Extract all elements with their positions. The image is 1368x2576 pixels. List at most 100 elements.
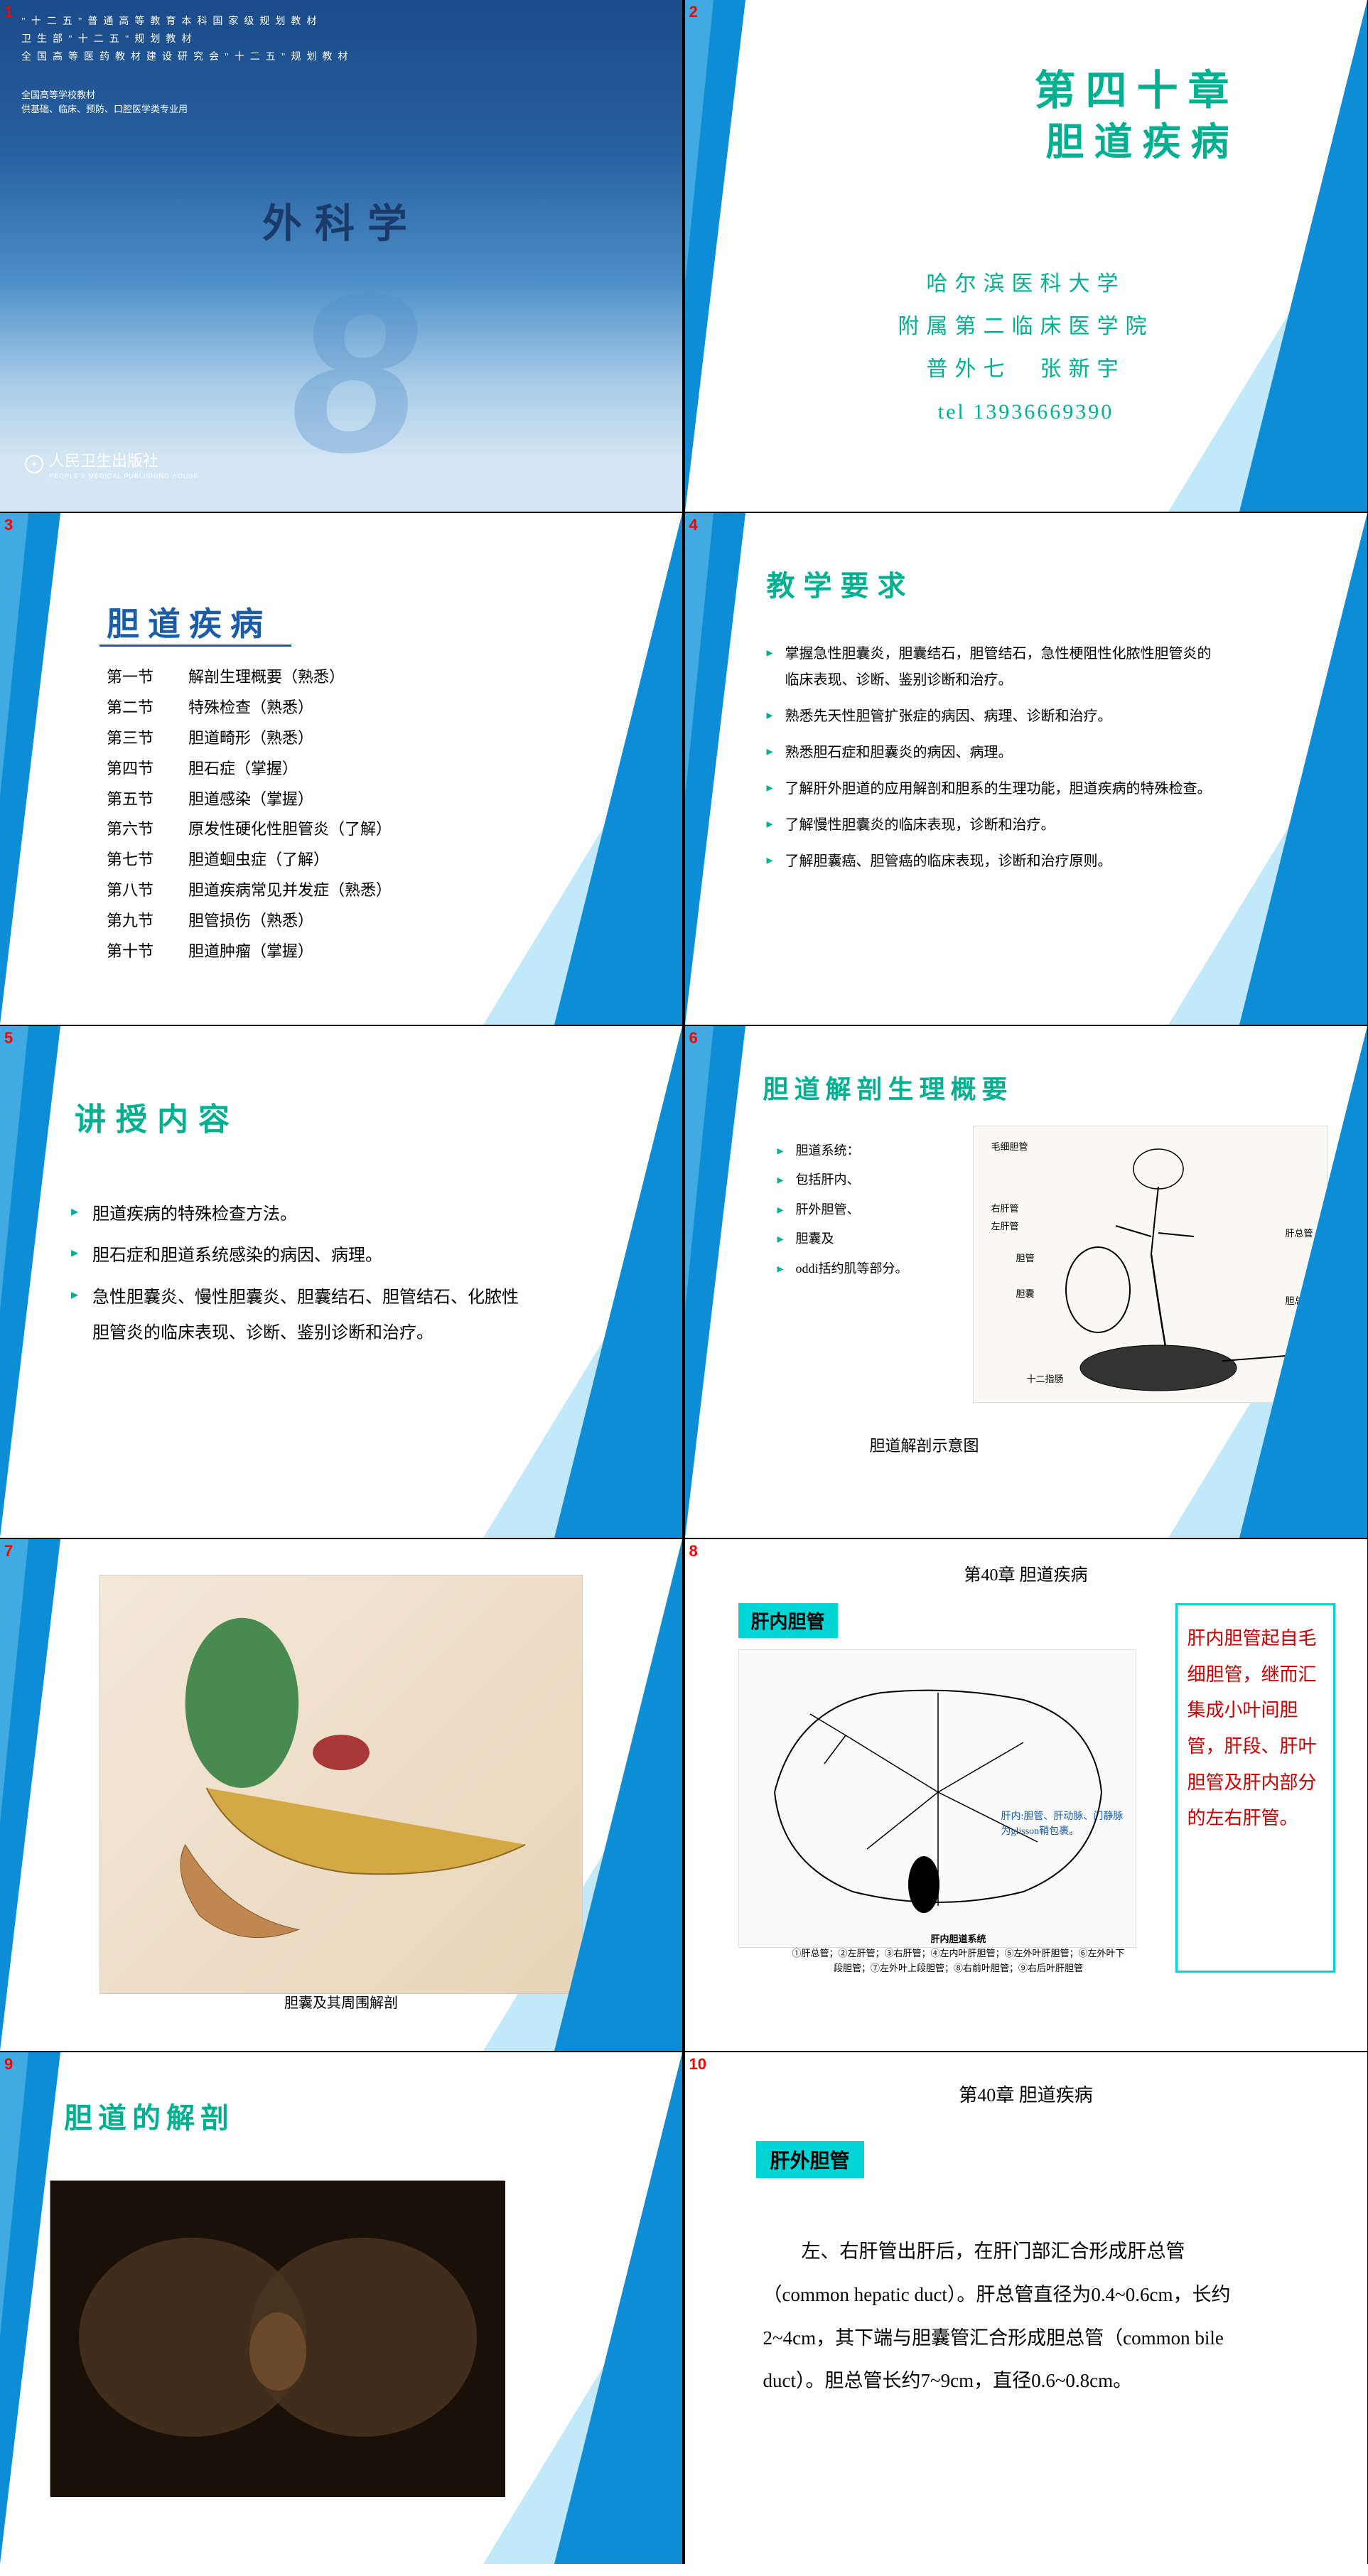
slide-number: 4	[689, 516, 698, 534]
anatomy-item: 胆道系统：	[777, 1136, 908, 1165]
section-num: 第九节	[107, 906, 188, 937]
content-item: 胆道疾病的特殊检查方法。	[71, 1197, 526, 1232]
section-num: 第六节	[107, 814, 188, 845]
publisher-text: 人民卫生出版社 PEOPLE'S MEDICAL PUBLISHING HOUS…	[49, 448, 198, 480]
section-num: 第一节	[107, 662, 188, 693]
credit-line: "十二五"普通高等教育本科国家级规划教材	[21, 13, 661, 31]
slide-4: 4 教学要求 掌握急性胆囊炎，胆囊结石，胆管结石，急性梗阻性化脓性胆管炎的临床表…	[685, 513, 1367, 1025]
section-num: 第五节	[107, 785, 188, 815]
label: 左肝管	[991, 1219, 1019, 1232]
slide-8: 8 第40章 胆道疾病 肝内胆管 肝内:胆管、肝动脉、门静脉为glisson鞘包…	[685, 1539, 1367, 2051]
requirement-item: 了解胆囊癌、胆管癌的临床表现，诊断和治疗原则。	[767, 848, 1225, 875]
label: 右肝管	[991, 1201, 1019, 1214]
publisher-logo: ✦ 人民卫生出版社 PEOPLE'S MEDICAL PUBLISHING HO…	[25, 448, 198, 480]
toc-list: 第一节解剖生理概要（熟悉）第二节特殊检查（熟悉）第三节胆道畸形（熟悉）第四节胆石…	[107, 662, 392, 967]
body-text: 左、右肝管出肝后，在肝门部汇合形成肝总管（common hepatic duct…	[763, 2230, 1246, 2403]
requirement-item: 熟悉胆石症和胆囊炎的病因、病理。	[767, 740, 1225, 766]
anatomy-item: oddi括约肌等部分。	[777, 1254, 908, 1283]
anatomy-item: 肝外胆管、	[777, 1195, 908, 1224]
chapter-header: 第40章 胆道疾病	[685, 2081, 1367, 2107]
content-title: 讲授内容	[75, 1094, 239, 1139]
credit-line: 全国高等医药教材建设研究会"十二五"规划教材	[21, 48, 661, 66]
chapter-title: 胆道疾病	[1046, 110, 1239, 166]
content-list: 胆道疾病的特殊检查方法。胆石症和胆道系统感染的病因、病理。急性胆囊炎、慢性胆囊炎…	[71, 1197, 526, 1357]
requirements-list: 掌握急性胆囊炎，胆囊结石，胆管结石，急性梗阻性化脓性胆管炎的临床表现、诊断、鉴别…	[767, 641, 1225, 885]
slide-number: 6	[689, 1029, 698, 1047]
slide-number: 8	[689, 1542, 698, 1561]
toc-item: 第六节原发性硬化性胆管炎（了解）	[107, 814, 392, 845]
gallbladder-svg	[100, 1575, 582, 1994]
section-title: 特殊检查（熟悉）	[188, 699, 313, 716]
chapter-number: 第四十章	[1034, 57, 1239, 117]
anatomy-item: 包括肝内、	[777, 1165, 908, 1195]
anatomy-item: 胆囊及	[777, 1224, 908, 1254]
toc-item: 第五节胆道感染（掌握）	[107, 785, 392, 815]
section-title: 胆道肿瘤（掌握）	[188, 942, 313, 960]
publisher-en: PEOPLE'S MEDICAL PUBLISHING HOUSE	[49, 473, 198, 480]
title-underline	[99, 645, 291, 647]
slide-number: 2	[689, 3, 698, 21]
section-num: 第十节	[107, 937, 188, 967]
illustration-caption: 胆囊及其周围解剖	[0, 1991, 682, 2012]
label: 十二指肠	[1027, 1371, 1064, 1385]
toc-item: 第八节胆道疾病常见并发症（熟悉）	[107, 875, 392, 906]
publisher-cn: 人民卫生出版社	[49, 452, 158, 470]
section-tag: 肝外胆管	[756, 2141, 864, 2178]
slide-number: 3	[4, 516, 13, 534]
sub-line: 全国高等学校教材	[21, 88, 661, 103]
legend-title: 肝内胆道系统	[792, 1932, 1126, 1947]
liver-svg	[739, 1650, 1137, 1949]
biliary-svg	[974, 1126, 1329, 1403]
toc-item: 第二节特殊检查（熟悉）	[107, 693, 392, 723]
credit-line: 卫生部"十二五"规划教材	[21, 31, 661, 48]
slide-6: 6 胆道解剖生理概要 胆道系统：包括肝内、肝外胆管、胆囊及oddi括约肌等部分。…	[685, 1026, 1367, 1538]
hospital: 附属第二临床医学院	[685, 306, 1367, 348]
logo-icon: ✦	[25, 455, 43, 473]
diagram-legend: 肝内胆道系统 ①肝总管；②左肝管；③右肝管；④左内叶肝胆管；⑤左外叶肝胆管；⑥左…	[792, 1932, 1126, 1976]
chapter-header: 第40章 胆道疾病	[685, 1561, 1367, 1585]
toc-item: 第一节解剖生理概要（熟悉）	[107, 662, 392, 693]
watermark-8: 8	[291, 242, 418, 503]
content-item: 胆石症和胆道系统感染的病因、病理。	[71, 1238, 526, 1273]
slide-2: 2 第四十章 胆道疾病 哈尔滨医科大学 附属第二临床医学院 普外七 张新宇 te…	[685, 0, 1367, 512]
toc-item: 第十节胆道肿瘤（掌握）	[107, 937, 392, 967]
section-tag: 肝内胆管	[738, 1603, 838, 1638]
section-num: 第四节	[107, 754, 188, 785]
section-title: 胆管损伤（熟悉）	[188, 912, 313, 929]
slide-number: 1	[4, 3, 13, 21]
label: 胆囊	[1016, 1286, 1035, 1300]
section-title: 解剖生理概要（熟悉）	[188, 668, 345, 686]
section-title: 胆道疾病常见并发症（熟悉）	[188, 881, 392, 899]
author-info: 哈尔滨医科大学 附属第二临床医学院 普外七 张新宇 tel 1393666939…	[685, 263, 1367, 433]
anatomy-list: 胆道系统：包括肝内、肝外胆管、胆囊及oddi括约肌等部分。	[777, 1136, 908, 1283]
liver-diagram	[738, 1649, 1136, 1948]
diagram-caption: 胆道解剖示意图	[870, 1433, 979, 1456]
section-title: 胆石症（掌握）	[188, 760, 298, 777]
slide-1: 1 "十二五"普通高等教育本科国家级规划教材 卫生部"十二五"规划教材 全国高等…	[0, 0, 682, 512]
slide-7: 7 胆囊及其周围解剖	[0, 1539, 682, 2051]
glisson-note: 肝内:胆管、肝动脉、门静脉为glisson鞘包裹。	[1001, 1809, 1129, 1839]
section-title: 胆道感染（掌握）	[188, 790, 313, 808]
telephone: tel 13936669390	[685, 391, 1367, 433]
sub-line: 供基础、临床、预防、口腔医学类专业用	[21, 102, 661, 117]
slide-number: 5	[4, 1029, 13, 1047]
requirement-item: 了解肝外胆道的应用解剖和胆系的生理功能，胆道疾病的特殊检查。	[767, 776, 1225, 802]
anatomy-title: 胆道的解剖	[64, 2095, 235, 2136]
section-num: 第二节	[107, 693, 188, 723]
section-num: 第三节	[107, 723, 188, 754]
slide-10: 10 第40章 胆道疾病 肝外胆管 左、右肝管出肝后，在肝门部汇合形成肝总管（c…	[685, 2052, 1367, 2564]
requirement-item: 了解慢性胆囊炎的临床表现，诊断和治疗。	[767, 812, 1225, 839]
toc-title: 胆道疾病	[107, 598, 271, 645]
slide-grid: 1 "十二五"普通高等教育本科国家级规划教材 卫生部"十二五"规划教材 全国高等…	[0, 0, 1368, 2564]
slide-number: 9	[4, 2055, 13, 2074]
toc-item: 第九节胆管损伤（熟悉）	[107, 906, 392, 937]
slide-3: 3 胆道疾病 第一节解剖生理概要（熟悉）第二节特殊检查（熟悉）第三节胆道畸形（熟…	[0, 513, 682, 1025]
toc-item: 第三节胆道畸形（熟悉）	[107, 723, 392, 754]
requirement-item: 熟悉先天性胆管扩张症的病因、病理、诊断和治疗。	[767, 704, 1225, 730]
section-num: 第八节	[107, 875, 188, 906]
book-title: 外科学	[0, 192, 682, 249]
sub-credits: 全国高等学校教材 供基础、临床、预防、口腔医学类专业用	[0, 74, 682, 118]
requirements-title: 教学要求	[767, 563, 915, 604]
toc-item: 第七节胆道蛔虫症（了解）	[107, 845, 392, 875]
university: 哈尔滨医科大学	[685, 263, 1367, 306]
